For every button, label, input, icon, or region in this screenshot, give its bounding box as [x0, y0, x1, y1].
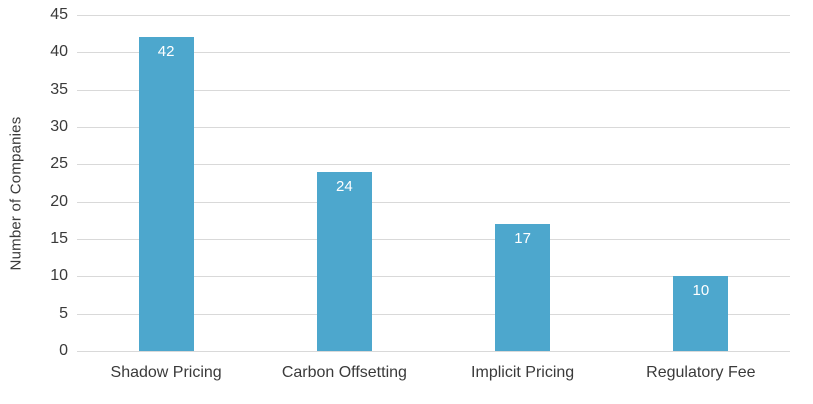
x-tick-label: Regulatory Fee [646, 364, 756, 381]
gridline [77, 52, 790, 54]
bar-value-label: 24 [336, 177, 353, 195]
gridline [77, 313, 790, 315]
y-tick-label: 15 [50, 230, 68, 247]
bar: 17 [495, 224, 551, 351]
x-tick-label: Implicit Pricing [471, 364, 575, 381]
bar-value-label: 10 [692, 282, 710, 300]
bar-value-label: 42 [157, 43, 175, 61]
bar: 24 [316, 171, 372, 351]
y-tick-label: 5 [59, 304, 68, 322]
bar-value-label: 17 [514, 230, 531, 248]
y-tick-label: 40 [50, 43, 68, 61]
y-tick-label: 45 [50, 6, 68, 23]
gridline [77, 276, 790, 278]
gridline [77, 351, 790, 352]
y-tick-label: 0 [59, 342, 68, 359]
gridline [77, 239, 790, 240]
y-tick-label: 10 [50, 267, 68, 285]
x-tick-label: Carbon Offsetting [281, 364, 407, 381]
y-tick-label: 20 [50, 192, 68, 210]
y-tick-label: 30 [50, 118, 68, 135]
y-tick-label: 25 [50, 155, 68, 173]
gridline [77, 127, 790, 128]
y-tick-label: 35 [50, 80, 68, 98]
gridline [77, 164, 790, 166]
gridline [77, 89, 790, 91]
plot-area: 42 24 17 10 [77, 15, 790, 352]
bar: 42 [138, 37, 194, 351]
x-tick-label: Shadow Pricing [110, 364, 222, 381]
gridline [77, 201, 790, 203]
bar: 10 [673, 276, 729, 351]
gridline [77, 15, 790, 16]
